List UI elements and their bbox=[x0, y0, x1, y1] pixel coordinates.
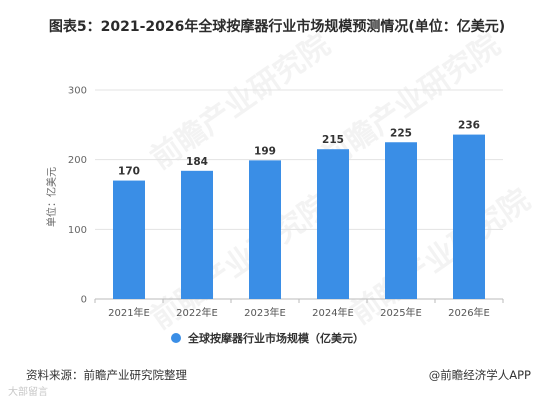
legend-marker bbox=[171, 333, 181, 343]
chart-watermark: 前瞻产业研究院 bbox=[145, 27, 337, 176]
x-tick-label: 2026年E bbox=[448, 306, 490, 319]
y-tick-label: 0 bbox=[81, 295, 87, 306]
legend-label: 全球按摩器行业市场规模（亿美元） bbox=[187, 331, 364, 345]
x-axis: 2021年E 2022年E 2023年E 2024年E 2025年E 2026年E bbox=[94, 299, 504, 319]
y-axis-label: 单位：亿美元 bbox=[45, 167, 58, 227]
legend: 全球按摩器行业市场规模（亿美元） bbox=[171, 331, 364, 345]
bar-data-label: 199 bbox=[254, 145, 276, 157]
source-note: 资料来源：前瞻产业研究院整理 bbox=[26, 368, 187, 382]
bar bbox=[317, 149, 349, 299]
x-tick-label: 2024年E bbox=[312, 306, 354, 319]
bar bbox=[181, 170, 213, 299]
bar bbox=[113, 180, 145, 299]
bar-data-label: 184 bbox=[186, 156, 208, 168]
bar bbox=[249, 160, 281, 299]
y-axis: 0 100 200 300 bbox=[68, 86, 87, 306]
bar bbox=[385, 142, 417, 299]
bar-data-label: 215 bbox=[322, 134, 344, 146]
bar-data-label: 225 bbox=[390, 127, 412, 139]
corner-watermark: 大部留言 bbox=[8, 387, 48, 398]
app-credit: @前瞻经济学人APP bbox=[428, 368, 531, 382]
bar-data-label: 236 bbox=[458, 120, 480, 132]
chart-watermark: 前瞻产业研究院 bbox=[345, 182, 537, 331]
y-tick-label: 300 bbox=[68, 86, 87, 97]
chart-watermark: 前瞻产业研究院 bbox=[145, 187, 337, 336]
x-tick-label: 2025年E bbox=[380, 306, 422, 319]
y-tick-label: 100 bbox=[68, 225, 87, 236]
y-tick-label: 200 bbox=[68, 155, 87, 166]
bar bbox=[453, 134, 485, 299]
bar-series: 170 184 199 215 225 236 bbox=[113, 120, 485, 299]
x-tick-label: 2022年E bbox=[176, 306, 218, 319]
bar-data-label: 170 bbox=[118, 166, 140, 178]
x-tick-label: 2021年E bbox=[108, 306, 150, 319]
x-tick-label: 2023年E bbox=[244, 306, 286, 319]
chart-title: 图表5：2021-2026年全球按摩器行业市场规模预测情况(单位：亿美元) bbox=[48, 19, 506, 35]
